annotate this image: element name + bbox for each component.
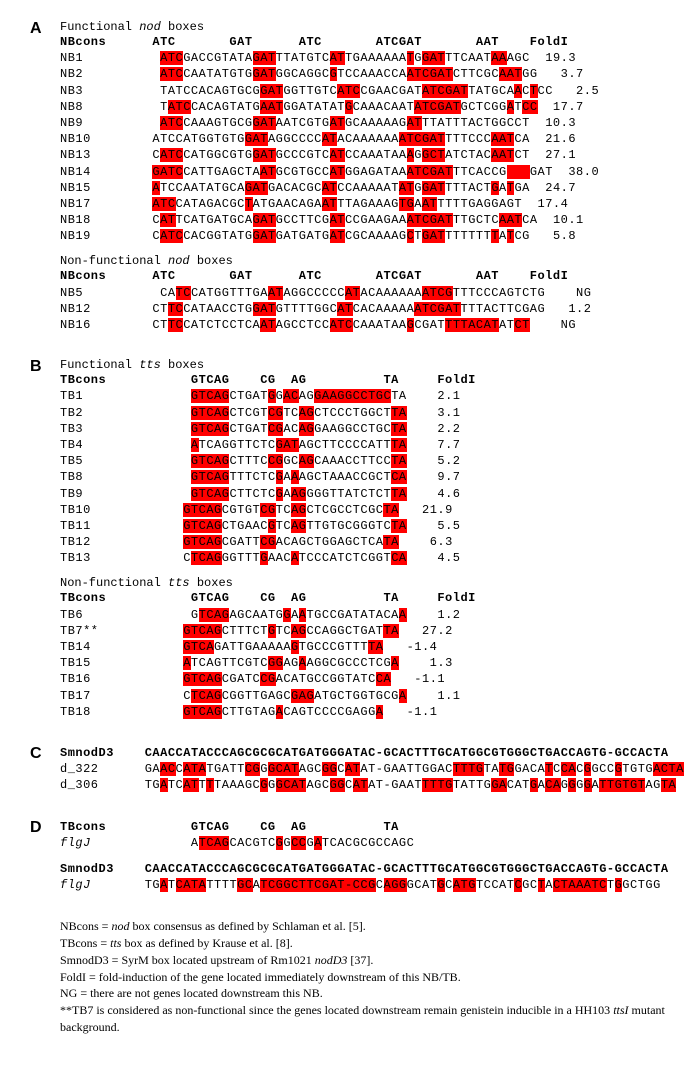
note-4: FoldI = fold-induction of the gene locat… [60,969,677,986]
seq-row: TB8 GTCAGTTTCTCGAAAGCTAAACCGCTCA 9.7 [60,469,677,485]
panel-b-func-title: Functional tts boxes [60,358,677,372]
seq-row: TB18 GTCAGCTTGTAGACAGTCCCCGAGGA -1.1 [60,704,677,720]
panel-b-label: B [30,358,42,376]
seq-row: TB16 GTCAGCGATCCGACATGCCGGTATCCA -1.1 [60,671,677,687]
seq-row: TB7** GTCAGCTTTCTGTCAGCCAGGCTGATTA 27.2 [60,623,677,639]
panel-b: B Functional tts boxes TBcons GTCAG CG A… [20,358,677,720]
seq-row: NB3 TATCCACAGTGCGGATGGTTGTCATCCGAACGATAT… [60,83,677,99]
panel-c-label: C [30,745,42,763]
panel-a-nonfunctional: Non-functional nod boxes NBcons ATC GAT … [60,254,677,333]
seq-row: NB9 ATCCAAAGTGCGGATAATCGTGATGCAAAAAGATTT… [60,115,677,131]
seq-row: NB14 GATCCATTGAGCTAATGCGTGCCATGGAGATAAAT… [60,164,677,180]
note-3: SmnodD3 = SyrM box located upstream of R… [60,952,677,969]
panel-d-label: D [30,819,42,837]
seq-row: TB1 GTCAGCTGATGGACAGGAAGGCCTGCTA 2.1 [60,388,677,404]
panel-d: D TBcons GTCAG CG AG TA flgJ ATCAGCACGTC… [20,819,677,894]
panel-a: A Functional nod boxes NBcons ATC GAT AT… [20,20,677,333]
seq-row: TB2 GTCAGCTCGTCGTCAGCTCCCTGGCTTA 3.1 [60,405,677,421]
panel-b-functional: Functional tts boxes TBcons GTCAG CG AG … [60,358,677,566]
seq-row: TB4 ATCAGGTTCTCGATAGCTTCCCCATTTA 7.7 [60,437,677,453]
panel-c: C SmnodD3 CAACCATACCCAGCGCGCATGATGGGATAC… [20,745,677,794]
note-6: **TB7 is considered as non-functional si… [60,1002,677,1036]
panel-b-nonfunc-title: Non-functional tts boxes [60,576,677,590]
note-1: NBcons = nod box consensus as defined by… [60,918,677,935]
note-2: TBcons = tts box as defined by Krause et… [60,935,677,952]
panel-d-flgj1: flgJ ATCAGCACGTCGGCCGATCACGCGCCAGC [60,835,677,851]
seq-row: TB13 CTCAGGGTTTGAACATCCCATCTCGGTCA 4.5 [60,550,677,566]
seq-row: NB2 ATCCAATATGTGGATGGCAGGCGTCCAAACCAATCG… [60,66,677,82]
panel-d-header2: SmnodD3 CAACCATACCCAGCGCGCATGATGGGATAC-G… [60,861,677,877]
seq-row: NB19 CATCCACGGTATGGATGATGATGATCGCAAAAGCT… [60,228,677,244]
panel-a-label: A [30,20,42,38]
panel-d-header1: TBcons GTCAG CG AG TA [60,819,677,835]
seq-row: d_306 TGATCATTTTAAAGCGGGCATAGCGGCATAT-GA… [60,777,677,793]
panel-c-header: SmnodD3 CAACCATACCCAGCGCGCATGATGGGATAC-G… [60,745,677,761]
seq-row: TB11 GTCAGCTGAACGTCAGTTGTGCGGGTCTA 5.5 [60,518,677,534]
seq-row: NB10 ATCCATGGTGTGGATAGGCCCCATACAAAAAAATC… [60,131,677,147]
seq-row: NB5 CATCCATGGTTTGAATAGGCCCCCATACAAAAAAAT… [60,285,677,301]
note-5: NG = there are not genes located downstr… [60,985,677,1002]
panel-b-header2: TBcons GTCAG CG AG TA FoldI [60,590,677,606]
seq-row: TB3 GTCAGCTGATCGACAGGAAGGCCTGCTA 2.2 [60,421,677,437]
panel-d-flgj2: flgJ TGATCATATTTTGCATCGGCTTCGAT-CCGCAGGG… [60,877,677,893]
panel-a-header: NBcons ATC GAT ATC ATCGAT AAT FoldI [60,34,677,50]
panel-a-nonfunc-title: Non-functional nod boxes [60,254,677,268]
seq-row: TB9 GTCAGCTTCTCGAAGGGGTTATCTCTTA 4.6 [60,486,677,502]
panel-a-header2: NBcons ATC GAT ATC ATCGAT AAT FoldI [60,268,677,284]
panel-a-functional: Functional nod boxes NBcons ATC GAT ATC … [60,20,677,244]
panel-b-nonfunctional: Non-functional tts boxes TBcons GTCAG CG… [60,576,677,720]
seq-row: NB8 TATCCACAGTATGAATGGATATATGCAAACAATATC… [60,99,677,115]
panel-b-header: TBcons GTCAG CG AG TA FoldI [60,372,677,388]
seq-row: TB12 GTCAGCGATTCGACAGCTGGAGCTCATA 6.3 [60,534,677,550]
seq-row: NB15 ATCCAATATGCAGATGACACGCATCCAAAAATATG… [60,180,677,196]
seq-row: NB16 CTTCCATCTCCTCAATAGCCTCCATCCAAATAAGC… [60,317,677,333]
seq-row: TB14 GTCAGATTGAAAAAGTGCCCGTTTTA -1.4 [60,639,677,655]
panel-a-func-title: Functional nod boxes [60,20,677,34]
seq-row: NB1 ATCGACCGTATAGATTTATGTCATTGAAAAAATGGA… [60,50,677,66]
seq-row: TB15 ATCAGTTCGTCGGAGAAGGCGCCCTCGA 1.3 [60,655,677,671]
seq-row: NB12 CTTCCATAACCTGGATGTTTTGGCATCACAAAAAA… [60,301,677,317]
seq-row: NB18 CATTCATGATGCAGATGCCTTCGATCCGAAGAAAT… [60,212,677,228]
seq-row: TB10 GTCAGCGTGTCGTCAGCTCGCCTCGCTA 21.9 [60,502,677,518]
seq-row: TB17 CTCAGCGGTTGAGCGAGATGCTGGTGCGA 1.1 [60,688,677,704]
seq-row: NB17 ATCCATAGACGCTATGAACAGAATTTAGAAAGTGA… [60,196,677,212]
seq-row: d_322 GAACCATATGATTCGGGCATAGCGGCATAT-GAA… [60,761,677,777]
seq-row: NB13 CATCCATGGCGTGGATGCCCGTCATCCAAATAAAG… [60,147,677,163]
seq-row: TB6 GTCAGAGCAATGGAATGCCGATATACAA 1.2 [60,607,677,623]
footnotes: NBcons = nod box consensus as defined by… [20,918,677,1036]
seq-row: TB5 GTCAGCTTTCCGGCAGCAAACCTTCCTA 5.2 [60,453,677,469]
